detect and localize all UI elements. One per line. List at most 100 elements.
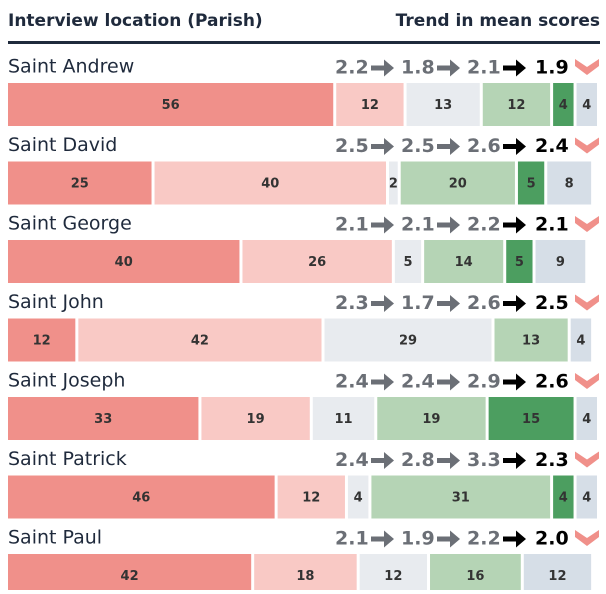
segment-label: 42	[191, 334, 209, 349]
bar-segment	[8, 397, 199, 440]
trend-score: 2.1	[467, 57, 501, 79]
header-left: Interview location (Parish)	[8, 11, 263, 31]
category-label: Saint Patrick	[8, 448, 127, 470]
segment-label: 12	[507, 98, 525, 113]
segment-label: 4	[582, 98, 591, 113]
category-label: Saint George	[8, 213, 132, 235]
bar-segment	[494, 318, 568, 362]
trend-score: 2.4	[535, 135, 569, 157]
bar-segment	[517, 161, 545, 205]
bar-segment	[8, 240, 240, 283]
trend-score: 2.1	[401, 214, 435, 236]
trend-arrow	[437, 373, 460, 391]
trend-score: 2.6	[467, 292, 501, 314]
bar-segment	[406, 83, 480, 126]
trend-arrow	[371, 530, 394, 548]
trend-chevron	[575, 59, 599, 75]
trend-score: 2.4	[335, 371, 369, 393]
bar-segment	[8, 318, 76, 362]
bar-segment	[506, 240, 533, 283]
segment-label: 40	[261, 177, 279, 192]
trend-score: 2.1	[335, 214, 369, 236]
segment-label: 12	[361, 98, 379, 113]
bar-segment	[576, 83, 597, 126]
segment-label: 4	[576, 334, 585, 349]
segment-label: 4	[559, 98, 568, 113]
bar-segment	[359, 554, 428, 594]
segment-label: 26	[308, 255, 326, 270]
trend-chevron	[575, 530, 599, 546]
trend-score: 2.6	[535, 371, 569, 393]
segment-label: 11	[334, 412, 352, 427]
segment-label: 12	[33, 334, 51, 349]
trend-score: 2.8	[401, 449, 435, 471]
bar-segment	[570, 318, 592, 362]
segment-label: 14	[455, 255, 473, 270]
segment-label: 12	[548, 569, 566, 584]
trend-score: 2.0	[535, 528, 569, 550]
bar-segment	[336, 83, 404, 126]
bar-segment	[424, 240, 504, 283]
trend-score: 2.3	[535, 449, 569, 471]
segment-label: 29	[399, 334, 417, 349]
trend-arrow	[437, 138, 460, 155]
segment-label: 16	[466, 569, 484, 584]
category-label: Saint Andrew	[8, 56, 134, 78]
bar-segment	[576, 397, 597, 440]
trend-arrow	[503, 530, 526, 548]
trend-arrow	[503, 452, 526, 469]
trend-arrow	[437, 59, 460, 77]
segment-label: 20	[449, 177, 467, 192]
segment-label: 46	[132, 491, 150, 506]
category-label: Saint John	[8, 291, 104, 313]
trend-arrow	[371, 138, 394, 155]
trend-chevron	[575, 137, 599, 154]
trend-score: 2.6	[467, 135, 501, 157]
trend-arrow	[371, 452, 394, 469]
segment-label: 4	[582, 491, 591, 506]
trend-score: 1.9	[535, 57, 569, 79]
bar-segment	[488, 397, 574, 440]
segment-label: 8	[565, 177, 574, 192]
trend-arrow	[437, 452, 460, 469]
segment-label: 56	[162, 98, 180, 113]
segment-label: 5	[515, 255, 524, 270]
trend-score: 2.2	[467, 214, 501, 236]
trend-score: 2.9	[467, 371, 501, 393]
bar-segment	[8, 475, 275, 519]
segment-label: 4	[354, 491, 363, 506]
bar-segment	[312, 397, 375, 440]
segment-label: 12	[302, 491, 320, 506]
segment-label: 19	[422, 412, 440, 427]
trend-score: 2.5	[535, 292, 569, 314]
segment-label: 40	[115, 255, 133, 270]
segment-label: 2	[389, 177, 398, 192]
trend-score: 2.2	[335, 57, 369, 79]
segment-label: 5	[403, 255, 412, 270]
trend-score: 1.9	[401, 528, 435, 550]
bar-segment	[324, 318, 492, 362]
trend-arrow	[503, 59, 526, 77]
trend-score: 2.2	[467, 528, 501, 550]
trend-chevron	[575, 373, 599, 389]
segment-label: 15	[522, 412, 540, 427]
trend-score: 2.5	[401, 135, 435, 157]
segment-label: 18	[296, 569, 314, 584]
segment-label: 13	[522, 334, 540, 349]
bar-segment	[523, 554, 592, 594]
bar-segment	[377, 397, 486, 440]
trend-arrow	[371, 216, 394, 234]
segment-label: 4	[582, 412, 591, 427]
header-right: Trend in mean scores	[396, 11, 600, 31]
bar-segment	[347, 475, 369, 519]
bar-segment	[8, 83, 334, 126]
segment-label: 4	[559, 491, 568, 506]
bar-segment	[8, 161, 152, 205]
trend-arrow	[437, 295, 460, 312]
trend-score: 2.4	[401, 371, 435, 393]
bar-segment	[394, 240, 422, 283]
segment-label: 9	[556, 255, 565, 270]
trend-arrow	[503, 138, 526, 155]
trend-arrow	[371, 373, 394, 391]
